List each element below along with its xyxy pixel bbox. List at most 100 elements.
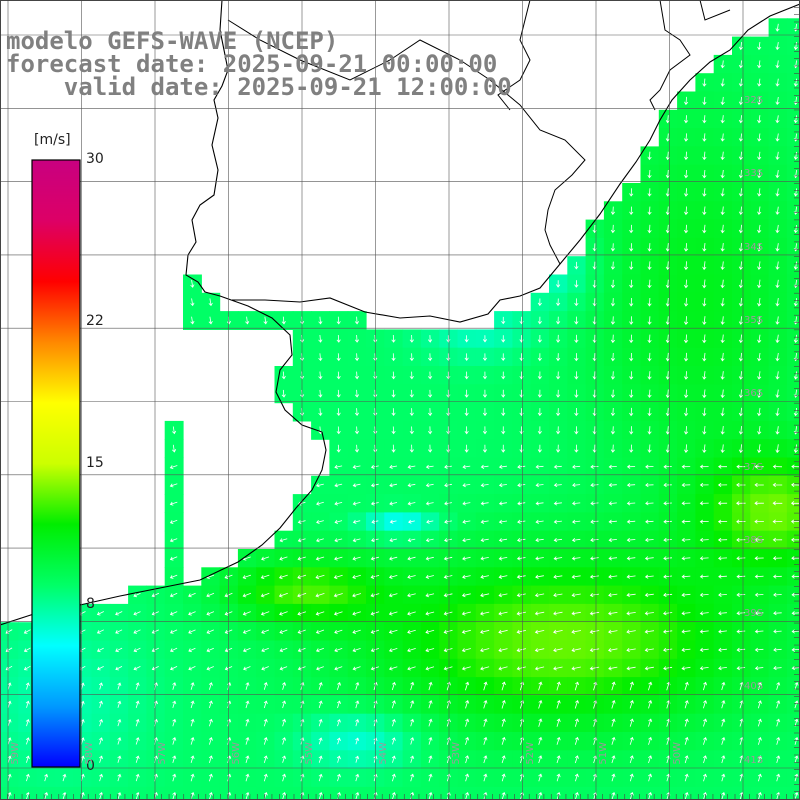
wind-arrow [775,23,780,32]
wind-arrow [681,482,691,488]
wind-arrow [98,682,103,690]
wind-arrow [535,556,544,561]
wind-arrow [720,96,725,106]
wind-arrow [501,371,506,380]
wind-arrow [388,593,398,598]
wind-arrow [480,593,490,598]
wind-arrow [534,666,545,671]
wind-arrow [645,519,654,524]
wind-arrow [245,700,250,709]
wind-arrow [190,755,195,764]
wind-arrow [793,115,798,124]
wind-arrow [648,681,653,691]
wind-arrow [409,389,414,398]
wind-arrow [407,666,416,671]
wind-arrow [629,773,634,782]
wind-arrow [736,647,746,652]
wind-arrow [665,169,670,179]
wind-arrow [556,718,561,727]
wind-arrow [571,538,581,543]
wind-arrow [151,647,159,653]
wind-arrow [571,629,581,634]
wind-arrow [553,648,563,653]
wind-arrow [574,681,580,691]
longitude-label: 55W [304,742,315,765]
wind-arrow [703,736,707,745]
wind-arrow [791,629,800,634]
wind-arrow [754,482,764,488]
wind-arrow [757,736,762,745]
wind-arrow [699,574,709,579]
wind-arrow [647,444,652,453]
wind-arrow [791,556,800,561]
wind-arrow [720,297,725,307]
wind-arrow [428,681,433,691]
wind-arrow [610,279,616,289]
wind-arrow [721,755,726,764]
wind-arrow [553,574,563,579]
wind-arrow [684,773,689,782]
wind-arrow [794,718,799,727]
wind-arrow [263,773,268,782]
wind-arrow [553,611,563,616]
wind-arrow [242,629,251,634]
wind-arrow [334,483,343,488]
wind-arrow [626,611,636,616]
wind-arrow [699,537,709,543]
wind-arrow [574,736,579,745]
wind-arrow [537,334,542,343]
wind-arrow [720,243,725,252]
wind-arrow [354,389,360,398]
wind-arrow [443,593,453,598]
wind-arrow [775,60,780,69]
wind-arrow [370,501,379,506]
wind-arrow [7,718,12,727]
wind-arrow [498,648,508,653]
wind-arrow [190,791,195,800]
wind-speed-cell [109,658,129,678]
wind-arrow [702,773,707,782]
wind-arrow [389,501,398,506]
wind-speed-cell [786,402,800,422]
wind-arrow [336,408,341,416]
wind-arrow [537,426,542,435]
wind-arrow [775,206,780,215]
wind-arrow [425,464,434,469]
wind-arrow [738,297,743,307]
wind-arrow [172,682,177,690]
wind-arrow [647,352,652,362]
wind-arrow [556,444,561,453]
wind-arrow [352,629,361,634]
wind-arrow [352,648,361,653]
wind-arrow [684,169,689,179]
wind-arrow [757,115,762,124]
wind-arrow [648,736,653,745]
wind-arrow [648,718,653,727]
wind-arrow [738,60,743,69]
wind-arrow [169,538,178,543]
wind-arrow [334,538,343,543]
wind-arrow [371,519,379,524]
wind-arrow [464,371,469,380]
wind-arrow [736,629,746,634]
wind-arrow [169,556,178,561]
wind-arrow [610,298,616,307]
wind-arrow [391,334,396,343]
wind-arrow [793,78,798,87]
wind-arrow [703,718,708,727]
wind-arrow [665,151,670,161]
wind-arrow [407,611,416,616]
wind-arrow [681,464,691,469]
wind-arrow [245,737,250,745]
latitude-label: 39S [744,608,764,620]
wind-arrow [464,444,469,453]
wind-arrow [665,371,670,380]
wind-arrow [96,666,104,671]
wind-arrow [738,206,743,215]
wind-arrow [538,736,543,745]
wind-arrow [446,444,451,453]
wind-arrow [151,629,159,634]
latitude-label: 41S [744,754,764,766]
wind-arrow [699,629,709,634]
